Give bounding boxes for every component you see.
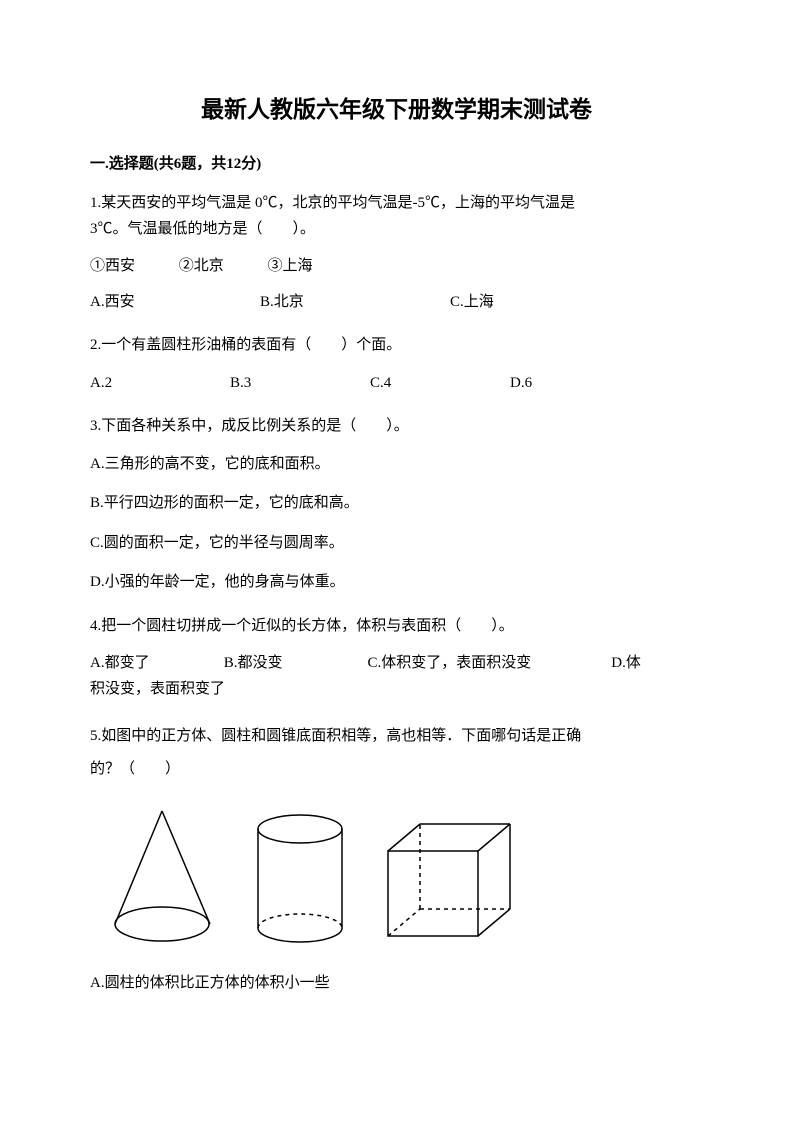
q4-text: 4.把一个圆柱切拼成一个近似的长方体，体积与表面积（ ）。 [90,614,703,640]
q1-line2: 3℃。气温最低的地方是（ ）。 [90,221,315,237]
cube-icon [380,816,520,946]
q5-text: 5.如图中的正方体、圆柱和圆锥底面积相等，高也相等．下面哪句话是正确 的？（ ） [90,720,703,786]
page-title: 最新人教版六年级下册数学期末测试卷 [90,90,703,124]
q4-opt-d: D.体 [611,651,641,677]
q1-text: 1.某天西安的平均气温是 0℃，北京的平均气温是-5℃，上海的平均气温是 3℃。… [90,191,703,242]
q2-opt-d: D.6 [510,371,650,397]
question-4: 4.把一个圆柱切拼成一个近似的长方体，体积与表面积（ ）。 A.都变了 B.都没… [90,614,703,703]
q2-opt-c: C.4 [370,371,510,397]
q3-opt-a: A.三角形的高不变，它的底和面积。 [90,452,703,478]
q1-line1: 1.某天西安的平均气温是 0℃，北京的平均气温是-5℃，上海的平均气温是 [90,195,575,211]
q1-opt-a: A.西安 [90,290,260,316]
q1-label-2: ②北京 [179,254,224,280]
q4-opt-d2: 积没变，表面积变了 [90,681,225,697]
q4-opt-b: B.都没变 [224,651,364,677]
q5-opt-a: A.圆柱的体积比正方体的体积小一些 [90,971,703,997]
q3-opt-d: D.小强的年龄一定，他的身高与体重。 [90,570,703,596]
q3-text: 3.下面各种关系中，成反比例关系的是（ ）。 [90,414,703,440]
q2-opt-b: B.3 [230,371,370,397]
q1-label-3: ③上海 [268,254,313,280]
q2-opt-a: A.2 [90,371,230,397]
section-header: 一.选择题(共6题，共12分) [90,152,703,173]
q4-options: A.都变了 B.都没变 C.体积变了，表面积没变 D.体 积没变，表面积变了 [90,651,703,702]
question-1: 1.某天西安的平均气温是 0℃，北京的平均气温是-5℃，上海的平均气温是 3℃。… [90,191,703,315]
q4-opt-c: C.体积变了，表面积没变 [368,651,608,677]
question-2: 2.一个有盖圆柱形油桶的表面有（ ）个面。 A.2 B.3 C.4 D.6 [90,333,703,396]
q1-options: A.西安 B.北京 C.上海 [90,290,703,316]
question-5: 5.如图中的正方体、圆柱和圆锥底面积相等，高也相等．下面哪句话是正确 的？（ ） [90,720,703,997]
q1-opt-b: B.北京 [260,290,450,316]
shapes-figure [105,806,703,946]
cone-icon [105,806,220,946]
q5-line1: 5.如图中的正方体、圆柱和圆锥底面积相等，高也相等．下面哪句话是正确 [90,728,581,744]
q3-opt-b: B.平行四边形的面积一定，它的底和高。 [90,491,703,517]
q1-labels: ①西安 ②北京 ③上海 [90,254,703,280]
cylinder-icon [250,811,350,946]
q3-opt-c: C.圆的面积一定，它的半径与圆周率。 [90,531,703,557]
q1-opt-c: C.上海 [450,290,494,316]
q2-text: 2.一个有盖圆柱形油桶的表面有（ ）个面。 [90,333,703,359]
q4-opt-a: A.都变了 [90,651,220,677]
q5-line2: 的？（ ） [90,761,180,777]
q1-label-1: ①西安 [90,254,135,280]
question-3: 3.下面各种关系中，成反比例关系的是（ ）。 A.三角形的高不变，它的底和面积。… [90,414,703,596]
q2-options: A.2 B.3 C.4 D.6 [90,371,703,397]
